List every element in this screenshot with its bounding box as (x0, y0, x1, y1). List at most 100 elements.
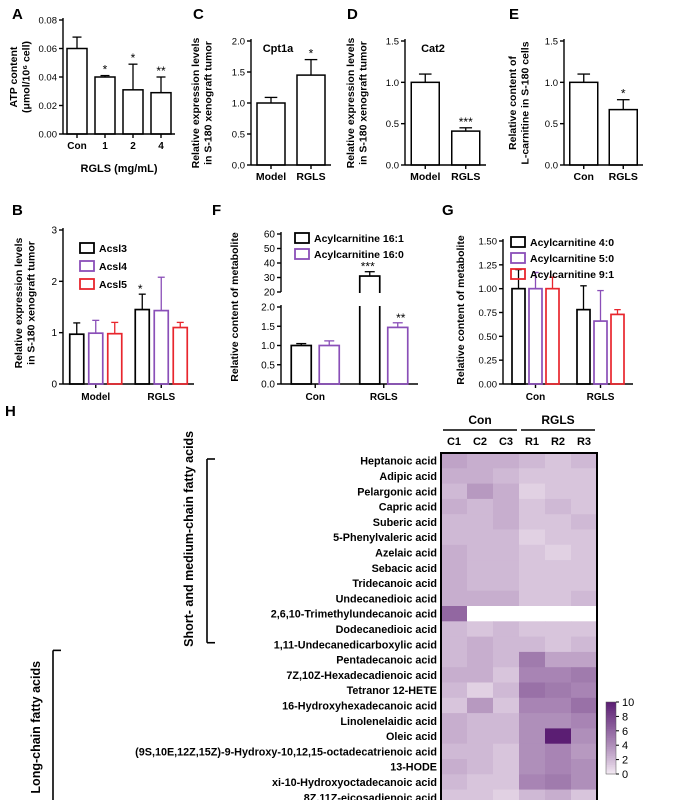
heatmap-cell (571, 743, 598, 760)
heatmap-cell (467, 743, 494, 760)
heatmap-cell (571, 560, 598, 576)
color-scale-segment (606, 745, 616, 748)
heatmap-cell (571, 590, 598, 607)
heatmap-cell (519, 544, 546, 561)
y-tick-label: 0.0 (261, 380, 275, 391)
color-scale-segment (606, 725, 616, 728)
color-scale-segment (606, 721, 616, 725)
bar (296, 74, 326, 166)
row-group-label: Long-chain fatty acids (29, 661, 43, 794)
y-tick-label: 0.5 (232, 130, 245, 141)
bar-acylcarnitine-5-0 (593, 320, 608, 385)
x-tick-label: RGLS (296, 171, 325, 183)
heatmap-cell (571, 728, 598, 745)
heatmap-cell (441, 606, 468, 622)
x-tick-label: RGLS (587, 392, 615, 403)
color-scale-segment (606, 738, 616, 741)
heatmap-cell (571, 697, 598, 714)
legend-label: Acylcarnitine 5:0 (530, 253, 614, 265)
chart-title: Cat2 (421, 43, 445, 55)
x-tick-label: Con (306, 392, 325, 403)
heatmap-cell (545, 713, 572, 729)
legend-swatch (510, 252, 526, 264)
color-scale-segment (606, 756, 616, 759)
significance-marker: *** (361, 260, 375, 274)
heatmap-cell (467, 575, 494, 592)
heatmap-cell (545, 453, 572, 469)
color-scale-segment (606, 716, 616, 719)
heatmap-cell (467, 789, 494, 800)
panel-label: D (347, 6, 358, 23)
color-scale-segment (606, 754, 616, 757)
heatmap-cell (493, 453, 520, 469)
y-tick-label: 0.0 (545, 161, 558, 172)
row-group-label: Short- and medium-chain fatty acids (182, 431, 196, 647)
bar-acsl5 (106, 332, 123, 385)
x-tick-label: Con (67, 141, 86, 152)
y-tick-label: 0.75 (479, 308, 498, 319)
bar-acylcarnitine-9-1 (545, 287, 560, 385)
color-scale-segment (606, 703, 616, 707)
heatmap-cell (441, 728, 468, 745)
legend-swatch (294, 248, 310, 260)
bar (569, 81, 599, 166)
color-scale-segment (606, 709, 616, 712)
bar (608, 108, 638, 166)
heatmap-cell (545, 498, 572, 515)
heatmap-cell (441, 453, 468, 469)
heatmap-cell (493, 697, 520, 714)
y-axis-label: in S-180 xenograft tumor (25, 241, 37, 365)
color-scale-segment (606, 748, 616, 752)
color-scale-segment (606, 752, 616, 755)
heatmap-cell (467, 544, 494, 561)
heatmap-cell (493, 774, 520, 791)
significance-marker: * (131, 51, 136, 65)
heatmap-cell (545, 544, 572, 561)
bar-acylcarnitine-4-0 (576, 308, 591, 385)
heatmap-cell (519, 651, 546, 668)
heatmap-cell (545, 468, 572, 485)
heatmap-cell (493, 560, 520, 576)
heatmap-cell (571, 453, 598, 469)
y-tick-label: 1.5 (232, 68, 245, 79)
y-tick-label: 0.0 (232, 161, 245, 172)
heatmap-cell (467, 759, 494, 775)
panel-label: C (193, 6, 204, 23)
heatmap-cell (441, 575, 468, 592)
significance-marker: ** (156, 64, 166, 78)
heatmap-cell (467, 529, 494, 546)
y-tick-label: 50 (264, 244, 276, 255)
x-tick-label: 4 (158, 141, 164, 152)
bar (256, 102, 286, 166)
y-axis-label: in S-180 xenograft tumor (202, 41, 214, 165)
heatmap-cell (545, 575, 572, 592)
y-tick-label: 1.5 (386, 37, 399, 48)
color-scale-segment (606, 705, 616, 708)
row-label: Heptanoic acid (360, 456, 437, 468)
bar-acylcarnitine-16-1 (290, 344, 313, 385)
row-label: 16-Hydroxyhexadecanoic acid (282, 700, 437, 712)
heatmap-cell (571, 789, 598, 800)
y-tick-label: 2.0 (232, 37, 245, 48)
heatmap-cell (467, 453, 494, 469)
heatmap-cell (467, 621, 494, 638)
column-label: R2 (551, 436, 565, 448)
heatmap-cell (571, 498, 598, 515)
heatmap-cell (545, 483, 572, 500)
y-tick-label: 1 (51, 328, 57, 339)
y-tick-label: 0.5 (386, 119, 399, 130)
heatmap-cell (519, 743, 546, 760)
heatmap-cell (519, 529, 546, 546)
legend-swatch (510, 268, 526, 280)
y-axis-label: Relative expression levels (190, 37, 202, 168)
heatmap-cell (441, 682, 468, 699)
bar-acylcarnitine-16-0 (386, 326, 409, 385)
heatmap-cell (493, 667, 520, 683)
y-axis-label: ATP content (8, 46, 20, 107)
color-scale-label: 8 (622, 711, 628, 723)
y-axis-label: Relative expression levels (13, 237, 25, 368)
y-tick-label: 1.5 (261, 322, 275, 333)
heatmap-cell (441, 498, 468, 515)
legend-label: Acylcarnitine 16:1 (314, 233, 404, 245)
column-label: C2 (473, 436, 487, 448)
